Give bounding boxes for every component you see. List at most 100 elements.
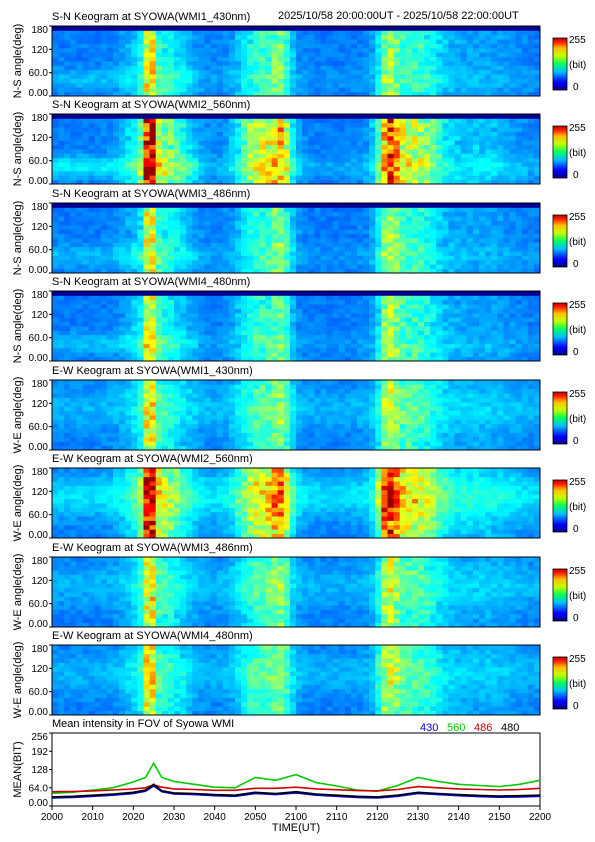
keogram-cell [143,78,150,84]
keogram-cell [363,122,370,128]
keogram-cell [387,339,394,344]
keogram-cell [58,170,65,176]
keogram-cell [332,127,340,132]
keogram-cell [161,30,169,36]
keogram-cell [167,157,175,163]
keogram-cell [106,131,114,137]
keogram-cell [88,339,96,344]
keogram-cell [64,352,71,358]
keogram-cell [308,203,315,208]
keogram-cell [216,308,224,314]
keogram-cell [436,343,443,349]
keogram-cell [265,175,272,181]
keogram-cell [344,91,352,97]
keogram-cell [332,69,340,75]
keogram-cell [424,118,431,124]
keogram-cell [533,144,541,150]
keogram-cell [228,82,236,88]
keogram-cell [192,26,199,31]
keogram-cell [149,308,157,314]
keogram-cell [460,264,468,270]
keogram-cell [363,291,370,296]
keogram-cell [70,343,77,349]
keogram-cell [82,259,89,265]
keogram-cell [106,330,114,336]
keogram-cell [393,61,401,66]
keogram-cell [113,330,120,336]
keogram-cell [161,118,169,124]
keogram-cell [430,82,437,88]
keogram-cell [204,43,211,49]
keogram-cell [70,144,77,150]
keogram-cell [314,175,321,181]
keogram-cell [88,65,96,71]
keogram-cell [442,144,449,150]
keogram-cell [119,69,126,75]
keogram-cell [491,255,498,261]
keogram-cell [235,157,242,163]
keogram-cell [302,157,309,163]
keogram-cell [52,207,59,213]
keogram-cell [527,233,535,239]
keogram-cell [332,179,340,185]
keogram-cell [106,87,114,93]
keogram-cell [387,91,394,97]
keogram-cell [235,127,242,132]
keogram-cell [180,347,187,353]
keogram-cell [186,255,193,261]
keogram-cell [192,91,199,97]
keogram-cell [277,352,285,358]
keogram-cell [466,251,474,256]
keogram-cell [521,264,529,270]
keogram-cell [320,140,327,146]
keogram-cell [442,135,449,141]
keogram-cell [204,127,211,132]
keogram-cell [88,179,96,185]
keogram-cell [491,162,498,167]
keogram-cell [393,56,401,62]
keogram-cell [430,264,437,270]
keogram-cell [58,91,65,97]
keogram-cell [314,52,321,58]
keogram-cell [283,170,291,176]
keogram-cell [131,242,138,248]
keogram-cell [503,34,510,40]
y-axis-label: N-S angle(deg) [12,112,24,187]
keogram-cell [430,74,437,79]
keogram-cell [485,175,492,181]
keogram-cell [52,224,59,230]
keogram-cell [235,91,242,97]
keogram-cell [399,255,407,261]
keogram-cell [186,43,193,49]
keogram-cell [222,82,230,88]
keogram-cell [137,179,144,185]
keogram-cell [430,118,437,124]
keogram-cell [106,69,114,75]
keogram-cell [387,153,394,159]
keogram-cell [326,175,333,181]
keogram-cell [350,179,358,185]
keogram-cell [381,65,388,71]
keogram-cell [167,74,175,79]
keogram-cell [228,91,236,97]
keogram-cell [106,39,114,44]
keogram-cell [137,135,144,141]
keogram-cell [174,30,181,36]
keogram-cell [106,251,114,256]
keogram-cell [503,207,510,213]
keogram-cell [271,91,279,97]
keogram-cell [405,251,413,256]
keogram-cell [460,78,468,84]
keogram-cell [350,203,358,208]
keogram-cell [106,308,114,314]
keogram-cell [161,295,169,301]
keogram-cell [149,144,157,150]
keogram-cell [52,203,59,208]
keogram-cell [64,259,71,265]
keogram-cell [271,140,279,146]
keogram-cell [460,233,468,239]
keogram-cell [64,140,71,146]
keogram-cell [332,334,340,340]
keogram-cell [100,65,108,71]
keogram-cell [137,308,144,314]
